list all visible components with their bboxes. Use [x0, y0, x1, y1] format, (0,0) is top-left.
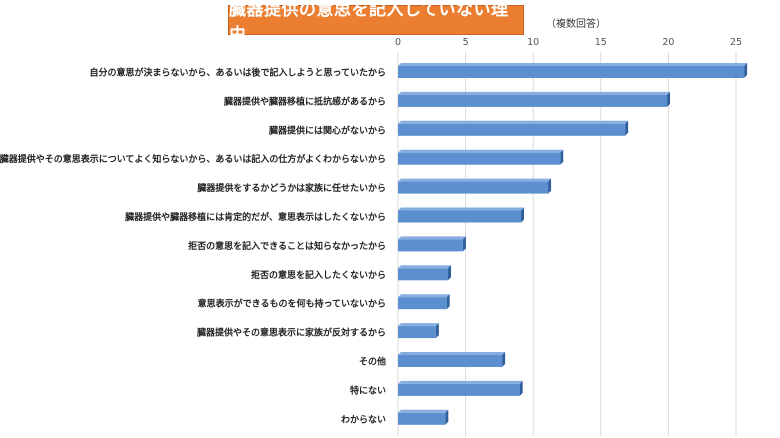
bar-side-face: [625, 120, 629, 136]
bar: [398, 297, 447, 310]
bar-top-face: [398, 149, 564, 153]
x-tick-label: 20: [662, 37, 674, 48]
bar: [398, 239, 463, 252]
x-tick-label: 15: [595, 37, 607, 48]
bar-side-face: [560, 149, 564, 165]
category-label: 意思表示ができるものを何も持っていないから: [198, 298, 386, 310]
chart-title: 臓器提供の意思を記入していない理由: [228, 0, 524, 45]
bar: [398, 383, 520, 396]
bar-side-face: [446, 294, 450, 310]
category-label: 臓器提供や臓器移植に抵抗感があるから: [224, 95, 386, 107]
bar: [398, 210, 522, 223]
bar: [398, 94, 668, 107]
bar: [398, 268, 449, 281]
chart-note: （複数回答）: [546, 19, 606, 30]
bar-top-face: [398, 178, 552, 182]
bar-side-face: [548, 178, 552, 194]
bar-top-face: [398, 265, 452, 269]
bar-top-face: [398, 323, 439, 327]
bar: [398, 152, 561, 165]
bar: [398, 412, 446, 425]
category-label: その他: [359, 356, 386, 368]
bar: [398, 326, 436, 339]
bar-side-face: [502, 352, 506, 367]
bar-side-face: [462, 236, 466, 252]
bar-side-face: [448, 265, 452, 281]
bar-top-face: [398, 63, 748, 66]
bar-top-face: [398, 352, 506, 355]
x-tick-label: 5: [463, 37, 469, 48]
bar-side-face: [667, 91, 671, 107]
bar-side-face: [435, 323, 439, 339]
category-label: 特にない: [350, 384, 386, 396]
bar-top-face: [398, 91, 671, 95]
bar-top-face: [398, 120, 629, 124]
bar-top-face: [398, 409, 449, 413]
category-label: 臓器提供や臓器移植には肯定的だが、意思表示はしたくないから: [125, 211, 386, 223]
bar-top-face: [398, 380, 523, 384]
category-label: 拒否の意思を記入したくないから: [251, 269, 386, 281]
category-label: 臓器提供やその意思表示についてよく知らないから、あるいは記入の仕方がよくわからな…: [0, 153, 386, 165]
bar-side-face: [445, 409, 449, 425]
bar-top-face: [398, 207, 525, 211]
bar-top-face: [398, 236, 466, 240]
bar: [398, 123, 626, 136]
bar-side-face: [744, 63, 748, 78]
category-label: 拒否の意思を記入できることは知らなかったから: [188, 240, 386, 252]
x-tick-label: 10: [527, 37, 539, 48]
bar: [398, 355, 503, 367]
bar-side-face: [521, 207, 525, 223]
x-tick-label: 25: [730, 37, 742, 48]
x-tick-label: 0: [395, 37, 401, 48]
bar: [398, 181, 549, 194]
category-label: 臓器提供やその意思表示に家族が反対するから: [197, 327, 386, 339]
bar-side-face: [519, 380, 523, 396]
category-label: 臓器提供をするかどうかは家族に任せたいから: [197, 182, 386, 194]
category-label: わからない: [341, 414, 386, 425]
category-label: 臓器提供には関心がないから: [269, 124, 386, 136]
bar-top-face: [398, 294, 450, 298]
category-label: 自分の意思が決まらないから、あるいは後で記入しようと思っていたから: [89, 67, 386, 79]
bar: [398, 66, 745, 78]
